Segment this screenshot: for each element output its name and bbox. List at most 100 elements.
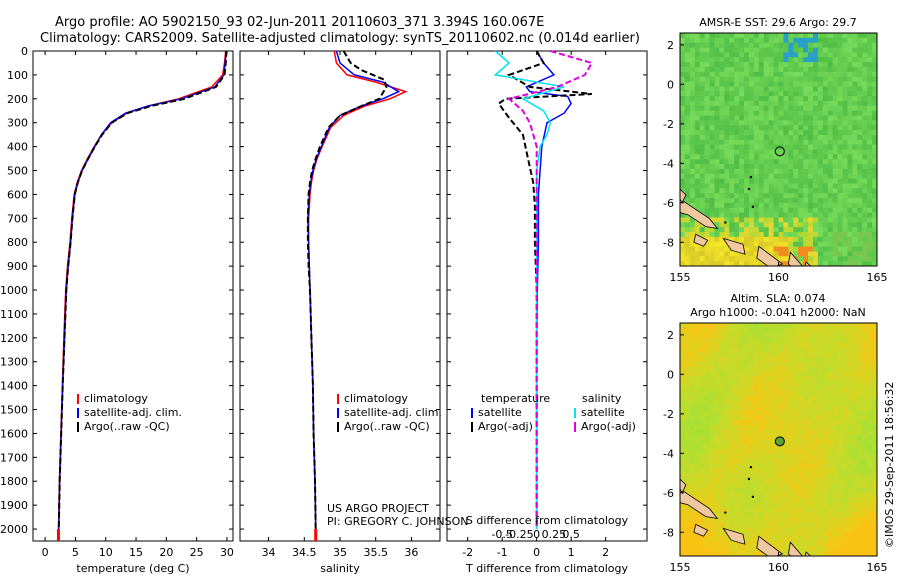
map-cell: [758, 62, 765, 68]
map-cell: [744, 551, 750, 556]
map-cell: [837, 342, 844, 348]
map-cell: [847, 202, 853, 209]
map-cell: [778, 541, 784, 547]
map-cell: [783, 337, 789, 343]
map-cell: [817, 381, 824, 387]
map-cell: [753, 42, 760, 49]
map-cell: [694, 168, 701, 175]
map-cell: [857, 52, 863, 58]
map-cell: [778, 232, 784, 238]
x-tick-label: 15: [129, 546, 143, 559]
map-cell: [793, 352, 799, 358]
map-cell: [709, 76, 715, 83]
map-cell: [812, 361, 819, 368]
map-cell: [734, 91, 740, 97]
map-cell: [699, 454, 706, 460]
map-cell: [862, 198, 868, 204]
map-cell: [788, 332, 794, 339]
map-cell: [862, 410, 868, 416]
map-cell: [862, 463, 868, 470]
map-cell: [852, 246, 858, 252]
map-cell: [729, 96, 735, 102]
map-cell: [729, 91, 735, 97]
map-cell: [694, 458, 701, 465]
map-cell: [822, 96, 829, 102]
map-cell: [808, 405, 814, 411]
map-cell: [812, 91, 819, 97]
map-cell: [798, 332, 804, 339]
map-cell: [798, 217, 804, 223]
map-cell: [714, 386, 720, 392]
map-cell: [684, 327, 691, 334]
map-cell: [832, 100, 839, 107]
map-cell: [748, 434, 755, 440]
map-cell: [739, 429, 745, 436]
map-cell: [857, 47, 863, 53]
map-cell: [822, 134, 829, 141]
map-cell: [832, 130, 839, 136]
map-cell: [793, 134, 799, 141]
map-cell: [739, 232, 745, 238]
map-cell: [744, 356, 750, 363]
map-cell: [847, 337, 853, 343]
map-cell: [694, 551, 701, 556]
map-cell: [798, 91, 804, 97]
map-cell: [689, 246, 696, 252]
map-cell: [867, 541, 873, 547]
map-cell: [719, 463, 725, 470]
map-cell: [857, 327, 863, 334]
map-cell: [783, 429, 789, 436]
map-cell: [832, 105, 839, 112]
map-cell: [734, 454, 740, 460]
map-cell: [812, 42, 819, 49]
map-cell: [680, 327, 686, 334]
map-cell: [729, 115, 735, 121]
map-cell: [812, 71, 819, 78]
map-cell: [808, 327, 814, 334]
map-cell: [748, 246, 755, 252]
map-cell: [689, 473, 696, 479]
map-cell: [812, 342, 819, 348]
map-cell: [758, 332, 765, 339]
map-cell: [827, 342, 834, 348]
map-cell: [803, 420, 809, 426]
map-cell: [684, 188, 691, 194]
map-cell: [758, 483, 765, 489]
land-polygon: [693, 523, 709, 537]
map-cell: [778, 125, 784, 131]
map-cell: [699, 352, 706, 358]
map-cell: [798, 149, 804, 155]
map-cell: [788, 526, 794, 533]
map-cell: [803, 236, 809, 243]
map-cell: [857, 232, 863, 238]
map-cell: [817, 62, 824, 68]
map-cell: [773, 371, 779, 377]
map-cell: [798, 168, 804, 175]
map-cell: [719, 376, 725, 382]
map-cell: [822, 517, 829, 523]
map-cell: [778, 497, 784, 504]
map-cell: [734, 71, 740, 78]
map-cell: [773, 227, 779, 233]
map-cell: [689, 232, 696, 238]
map-cell: [714, 390, 720, 397]
map-cell: [768, 395, 775, 402]
map-cell: [734, 86, 740, 92]
map-cell: [744, 420, 750, 426]
argo-position-marker: [774, 146, 785, 157]
map-cell: [704, 526, 711, 533]
map-cell: [783, 246, 789, 252]
map-cell: [793, 492, 799, 499]
map-cell: [709, 395, 715, 402]
map-cell: [798, 125, 804, 131]
map-cell: [817, 105, 824, 112]
map-cell: [872, 473, 877, 479]
map-cell: [862, 492, 868, 499]
map-cell: [739, 507, 745, 513]
map-cell: [689, 536, 696, 542]
map-cell: [773, 81, 779, 87]
map-cell: [704, 381, 711, 387]
map-cell: [867, 468, 873, 474]
map-cell: [832, 449, 839, 455]
map-cell: [684, 454, 691, 460]
